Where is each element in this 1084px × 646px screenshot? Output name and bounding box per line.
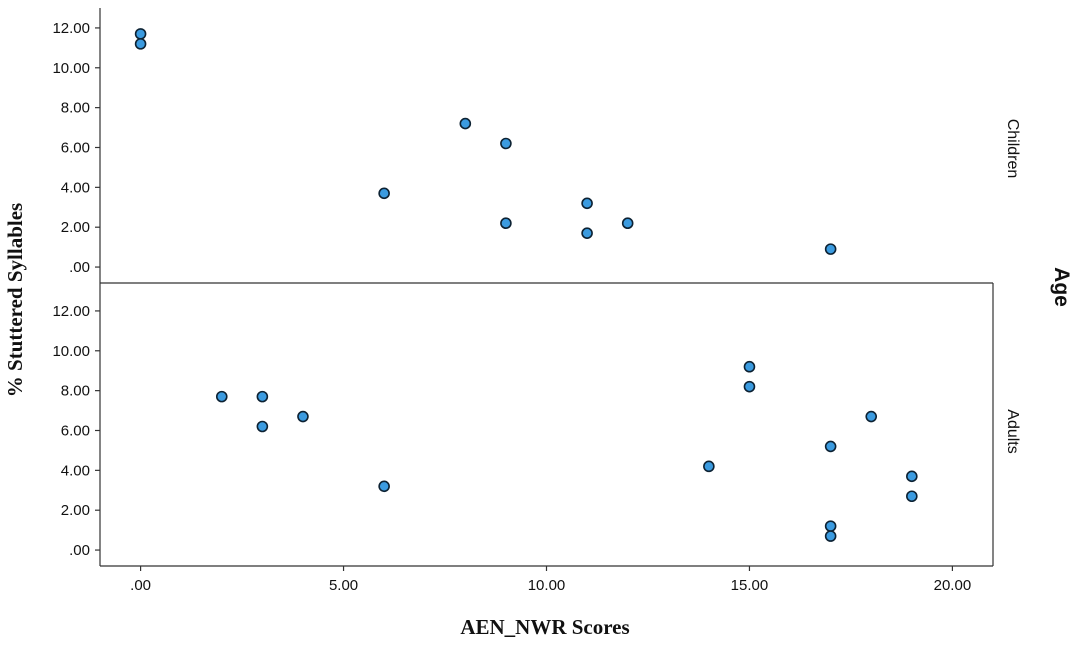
data-point [378,187,390,200]
data-point [581,197,593,210]
y-tick-label: 2.00 [61,502,90,519]
panel-label-children: Children [1004,119,1021,179]
data-point [824,520,837,532]
data-point [500,137,512,150]
data-point [824,530,837,542]
data-point [134,38,147,50]
y-axis-title: % Stuttered Syllables [3,203,27,397]
y-tick-label: 4.00 [61,179,90,196]
data-point [743,360,756,373]
ticks-layer: .00 5.00 10.00 15.00 20.00 .00 2.00 4.00 6.00 8.0… [52,20,971,594]
data-point [459,117,472,130]
data-point [824,243,837,255]
y-tick-label: .00 [69,542,90,559]
data-point [824,440,837,453]
data-point [743,380,756,393]
y-tick-label: 8.00 [61,383,90,400]
y-tick-label: 12.00 [52,20,90,37]
data-point [256,420,269,433]
data-point [378,480,390,493]
data-point [215,390,228,403]
panel-label-adults: Adults [1004,409,1021,453]
y-tick-label: .00 [69,259,90,276]
x-axis-title: AEN_NWR Scores [460,615,629,639]
x-tick-label: 15.00 [731,577,769,594]
data-point [906,470,918,483]
y-tick-label: 8.00 [61,100,90,117]
y-tick-label: 12.00 [52,303,90,320]
points-layer [134,28,918,542]
y-tick-label: 6.00 [61,139,90,156]
x-tick-label: 20.00 [934,577,972,594]
data-point [703,460,715,473]
data-point [581,227,593,239]
y-tick-label: 10.00 [52,60,90,77]
x-tick-label: 5.00 [329,577,358,594]
facet-title: Age [1050,267,1073,307]
data-point [865,410,878,423]
y-tick-label: 4.00 [61,462,90,479]
y-tick-label: 2.00 [61,219,90,236]
data-point [297,410,309,423]
y-tick-label: 10.00 [52,343,90,360]
data-point [621,217,634,230]
strip-labels-layer: Children Adults [1004,119,1021,454]
data-point [134,28,147,40]
y-tick-label: 6.00 [61,422,90,439]
data-point [256,390,269,403]
x-tick-label: 10.00 [528,577,566,594]
data-point [906,490,918,503]
x-tick-label: .00 [130,577,151,594]
data-point [500,217,512,230]
